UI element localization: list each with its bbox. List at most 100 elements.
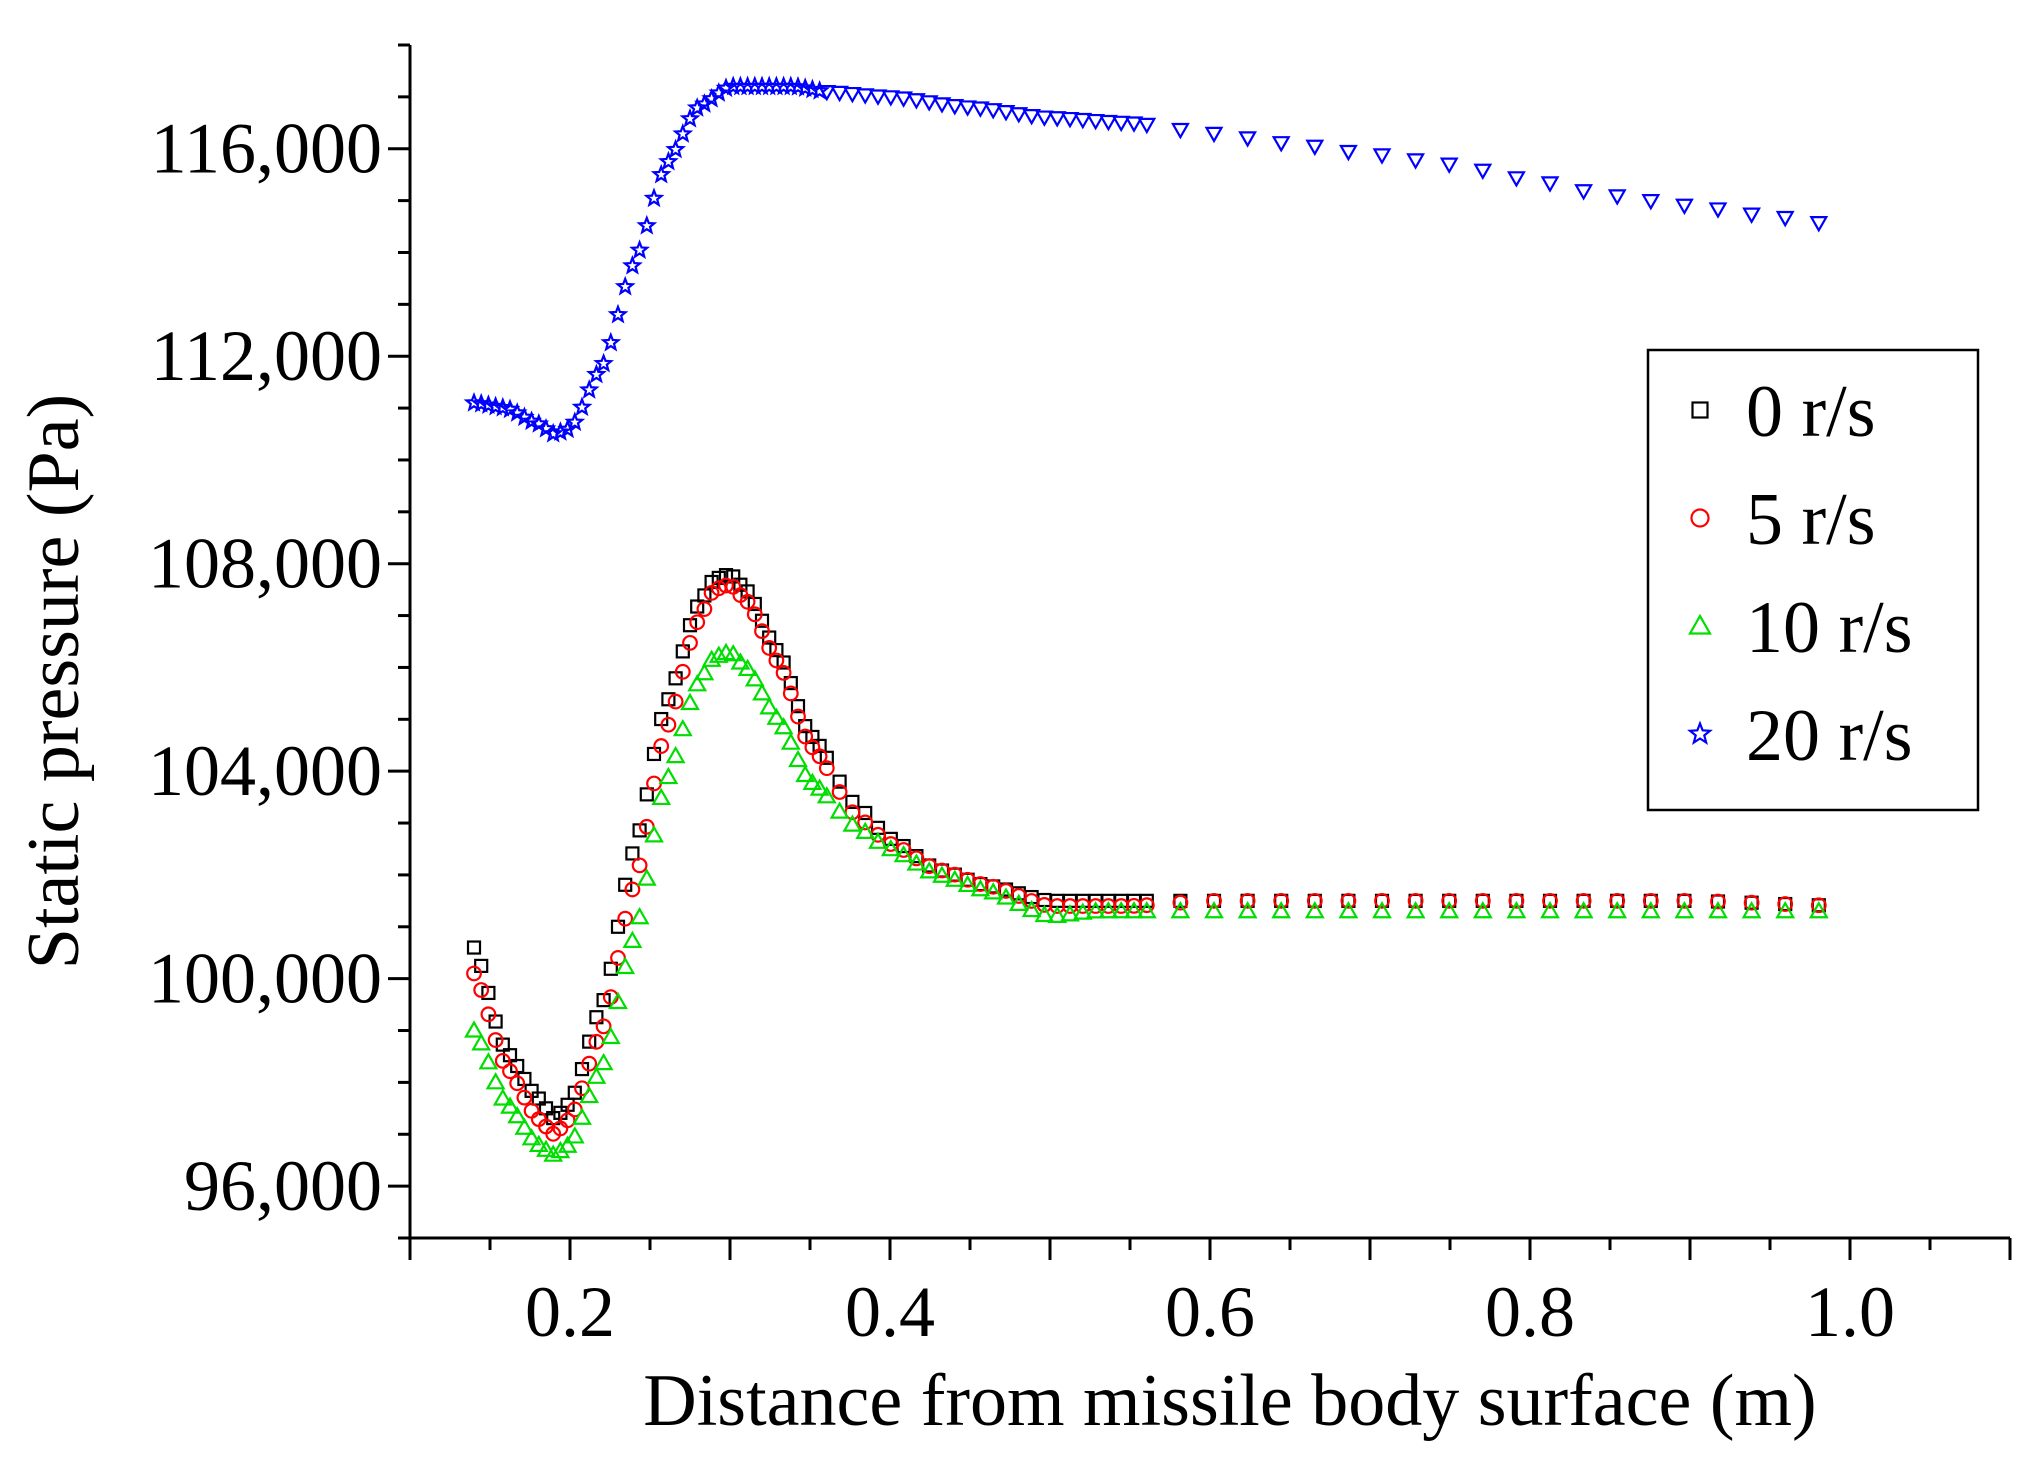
data-point — [494, 1052, 511, 1069]
data-point — [660, 716, 677, 733]
data-point — [550, 1140, 571, 1159]
data-point — [1742, 207, 1761, 224]
series-5-r-s — [466, 577, 1827, 1142]
data-point — [480, 1006, 497, 1023]
series — [463, 75, 1829, 1162]
data-point — [646, 775, 662, 792]
data-point — [595, 1018, 612, 1035]
data-point — [1607, 189, 1627, 206]
data-point — [1171, 122, 1190, 140]
series-0-r-s — [466, 568, 1826, 1126]
data-point — [708, 645, 729, 663]
data-point — [842, 814, 863, 832]
data-point — [593, 352, 615, 373]
data-point — [588, 1033, 605, 1050]
data-point — [625, 846, 640, 861]
data-point — [1239, 892, 1256, 909]
y-tick-label: 100,000 — [148, 939, 382, 1019]
data-point — [1540, 901, 1560, 919]
data-point — [1338, 901, 1359, 919]
data-point — [1238, 131, 1257, 148]
data-point — [600, 331, 622, 352]
legend-marker — [1690, 508, 1710, 528]
data-point — [693, 93, 715, 113]
data-point — [1775, 210, 1795, 228]
data-point — [1607, 901, 1628, 919]
data-point — [1340, 892, 1357, 909]
data-point — [474, 958, 489, 973]
y-tick-label: 108,000 — [148, 524, 382, 604]
data-point — [1138, 897, 1155, 914]
data-point — [679, 107, 701, 128]
data-point — [1506, 901, 1527, 919]
data-point — [932, 97, 952, 114]
data-point — [614, 275, 636, 296]
data-point — [617, 910, 634, 927]
data-point — [636, 214, 658, 235]
data-point — [715, 77, 737, 98]
data-point — [674, 663, 691, 680]
data-point — [739, 593, 756, 610]
data-point — [1072, 902, 1093, 920]
data-point — [471, 1033, 492, 1051]
legend-items: 0 r/s 5 r/s 10 r/s 20 r/s — [1687, 371, 1913, 777]
data-point — [528, 1134, 549, 1153]
data-point — [855, 821, 876, 840]
data-point — [536, 1139, 556, 1157]
data-point — [1273, 892, 1290, 909]
data-point — [881, 90, 901, 107]
data-point — [868, 831, 888, 849]
data-point — [761, 640, 778, 656]
data-point — [1204, 901, 1224, 919]
data-point — [543, 1144, 564, 1162]
data-point — [1507, 171, 1526, 188]
data-point — [996, 887, 1016, 905]
data-point — [610, 919, 626, 934]
data-point — [1306, 892, 1323, 909]
data-point — [817, 84, 837, 102]
data-point — [1405, 901, 1426, 919]
data-point — [759, 697, 780, 715]
data-point — [945, 99, 965, 116]
data-point — [1111, 901, 1132, 919]
series-20-r-s — [463, 75, 1829, 443]
legend-marker — [1688, 613, 1712, 635]
data-point — [1676, 892, 1693, 909]
data-point — [631, 857, 648, 874]
data-point — [944, 869, 965, 887]
data-point — [718, 577, 734, 594]
data-point — [608, 991, 628, 1010]
data-point — [1743, 894, 1760, 911]
data-point — [819, 750, 834, 765]
data-point — [1034, 904, 1055, 923]
data-point — [696, 601, 713, 617]
data-point — [629, 907, 650, 925]
y-tick-label: 112,000 — [151, 316, 382, 396]
data-point — [1137, 117, 1157, 135]
data-point — [1372, 148, 1392, 165]
data-point — [776, 655, 791, 670]
y-tick-label: 96,000 — [184, 1146, 382, 1226]
series-10-r-s — [464, 642, 1829, 1162]
legend-label: 5 r/s — [1746, 479, 1876, 561]
data-point — [1206, 892, 1222, 909]
data-point — [509, 1075, 526, 1092]
data-point — [816, 786, 837, 804]
data-point — [564, 411, 586, 432]
data-point — [893, 844, 914, 863]
data-point — [769, 642, 784, 658]
data-point — [958, 100, 977, 117]
data-point — [773, 717, 794, 735]
data-point — [680, 692, 700, 711]
data-point — [1098, 901, 1119, 919]
x-tick-label: 0.4 — [845, 1272, 935, 1352]
y-axis-title: Static pressure (Pa) — [13, 394, 95, 969]
data-point — [855, 88, 875, 105]
legend-box — [1646, 348, 1980, 812]
data-point — [906, 853, 927, 871]
data-point — [1540, 176, 1560, 193]
data-point — [1111, 115, 1131, 133]
data-point — [1060, 904, 1080, 922]
data-point — [1642, 892, 1659, 909]
data-point — [521, 1128, 542, 1146]
